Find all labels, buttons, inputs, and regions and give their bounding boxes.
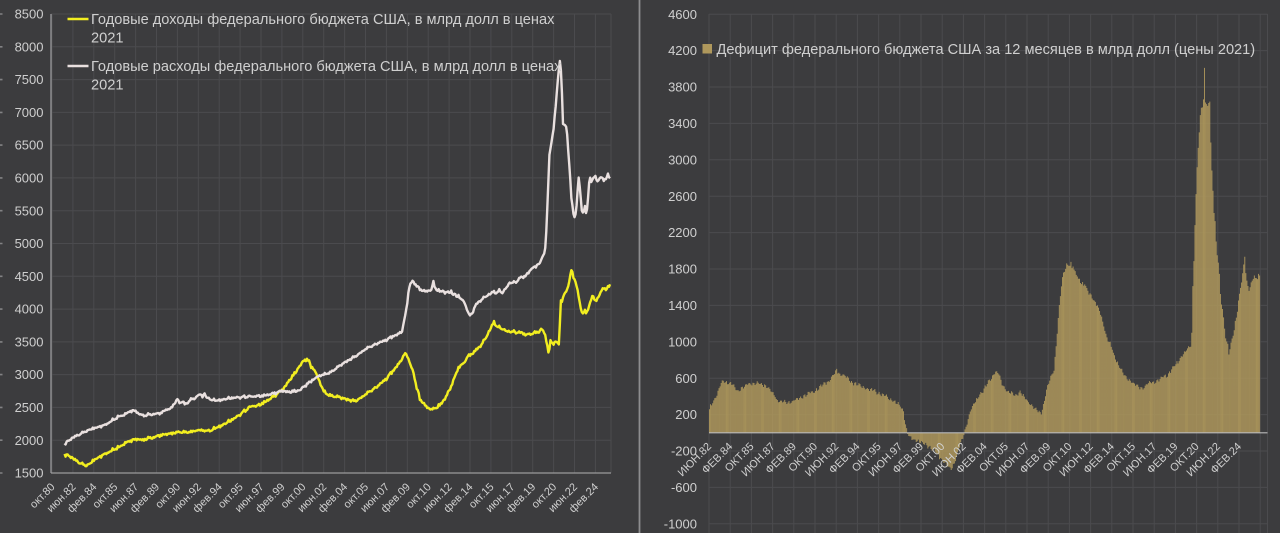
- svg-text:3000: 3000: [668, 152, 697, 167]
- svg-text:-600: -600: [671, 480, 697, 495]
- svg-text:1800: 1800: [668, 262, 697, 277]
- svg-text:Годовые доходы федерального бю: Годовые доходы федерального бюджета США,…: [91, 12, 555, 28]
- svg-text:2200: 2200: [668, 225, 697, 240]
- svg-text:4500: 4500: [15, 269, 44, 284]
- svg-text:6000: 6000: [15, 171, 44, 186]
- svg-text:6500: 6500: [15, 138, 44, 153]
- svg-text:8500: 8500: [15, 7, 44, 22]
- svg-text:-200: -200: [671, 444, 697, 459]
- svg-text:5000: 5000: [15, 236, 44, 251]
- svg-text:Дефицит федерального бюджета С: Дефицит федерального бюджета США за 12 м…: [717, 42, 1256, 58]
- svg-text:3000: 3000: [15, 367, 44, 382]
- svg-text:1400: 1400: [668, 298, 697, 313]
- svg-text:7500: 7500: [15, 72, 44, 87]
- svg-text:2021: 2021: [91, 77, 123, 93]
- svg-text:1500: 1500: [15, 466, 44, 481]
- svg-text:-1000: -1000: [664, 516, 697, 531]
- svg-text:Годовые расходы федерального б: Годовые расходы федерального бюджета США…: [91, 59, 562, 75]
- svg-text:2500: 2500: [15, 400, 44, 415]
- svg-text:200: 200: [675, 407, 697, 422]
- svg-text:4200: 4200: [668, 43, 697, 58]
- svg-text:3500: 3500: [15, 335, 44, 350]
- svg-text:600: 600: [675, 371, 697, 386]
- svg-text:2600: 2600: [668, 189, 697, 204]
- svg-text:1000: 1000: [668, 334, 697, 349]
- svg-text:5500: 5500: [15, 203, 44, 218]
- svg-text:3400: 3400: [668, 116, 697, 131]
- svg-text:3800: 3800: [668, 80, 697, 95]
- svg-text:2000: 2000: [15, 433, 44, 448]
- svg-text:7000: 7000: [15, 105, 44, 120]
- svg-text:8000: 8000: [15, 39, 44, 54]
- svg-text:2021: 2021: [91, 30, 123, 46]
- svg-text:4600: 4600: [668, 7, 697, 22]
- svg-text:4000: 4000: [15, 302, 44, 317]
